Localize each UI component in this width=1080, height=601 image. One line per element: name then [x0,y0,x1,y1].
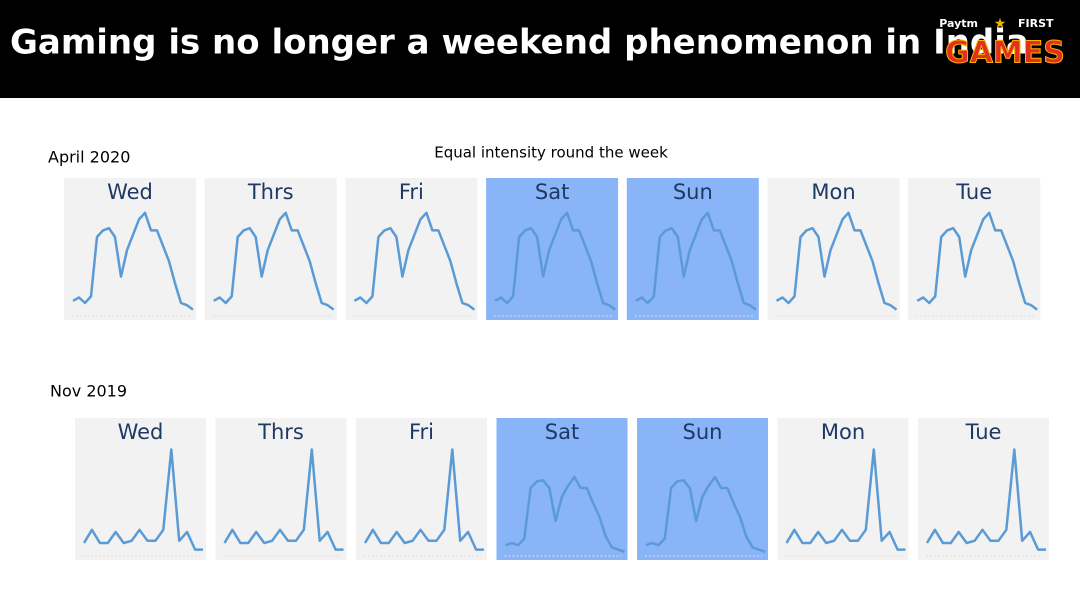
row-title: April 2020 [48,148,130,167]
panel [204,178,337,320]
logo-text: FIRST [1018,17,1054,30]
panel [626,178,759,320]
sparkline [223,448,344,551]
logo-star: ★ [994,16,1007,32]
panel-label: Wed [107,180,153,204]
panel-label: Tue [965,420,1002,444]
panel-label: Sat [545,420,579,444]
panel-label: Sat [535,180,569,204]
sparkline [645,475,766,553]
header-bar [0,0,1080,98]
sparkline [505,475,625,553]
panel-label: Fri [409,420,434,444]
sparkline [72,211,194,311]
panel-label: Wed [118,420,164,444]
panel-label: Sun [683,420,723,444]
sparkline [82,448,203,551]
panel [345,178,478,320]
panel-label: Mon [811,180,855,204]
sparkline [775,211,898,311]
panel [486,178,619,320]
row-subtitle: Equal intensity round the week [434,144,668,162]
logo-main: GAMES [945,36,1065,71]
sparkline [353,211,476,311]
panel [64,178,196,320]
panel [767,178,900,320]
sparkline [916,211,1038,311]
sparkline [213,211,335,311]
panel-label: Thrs [257,420,304,444]
logo-text: Paytm [939,17,978,30]
panel-label: Fri [399,180,424,204]
sparkline [785,448,906,551]
sparkline [925,448,1046,551]
panel-label: Thrs [247,180,294,204]
panel-label: Sun [673,180,713,204]
row-title: Nov 2019 [50,382,127,401]
panel-label: Mon [821,420,865,444]
panel-label: Tue [955,180,992,204]
sparkline [494,211,616,311]
panel [908,178,1041,320]
sparkline [363,448,484,551]
slide-title: Gaming is no longer a weekend phenomenon… [10,23,1029,63]
sparkline [635,211,757,311]
